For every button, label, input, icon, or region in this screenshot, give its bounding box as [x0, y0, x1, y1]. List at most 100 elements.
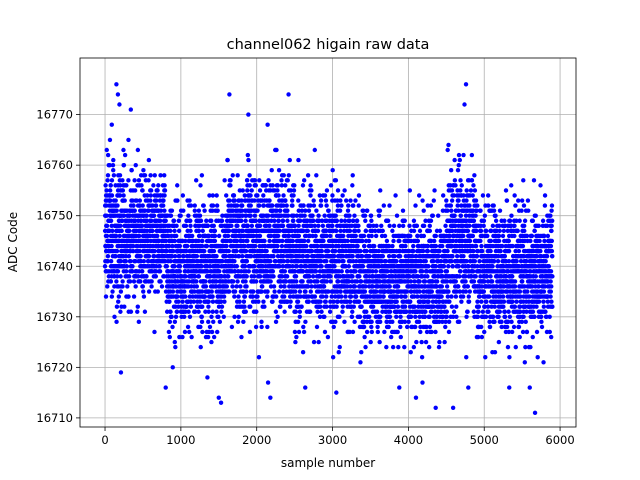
data-point — [351, 304, 356, 309]
data-point — [149, 218, 154, 223]
data-point — [181, 253, 186, 259]
data-point — [134, 198, 139, 203]
data-point — [294, 279, 299, 284]
data-point — [285, 218, 290, 223]
data-point — [458, 213, 463, 218]
data-point — [240, 253, 245, 259]
data-point — [146, 208, 151, 213]
data-point — [341, 259, 346, 264]
data-point — [421, 208, 426, 213]
data-point — [153, 203, 159, 208]
data-point — [322, 213, 327, 218]
data-point — [353, 269, 358, 274]
data-point — [368, 213, 374, 218]
data-point — [358, 360, 363, 365]
data-point — [463, 279, 468, 284]
data-point — [283, 198, 288, 203]
data-point — [407, 188, 413, 193]
data-point — [316, 223, 321, 229]
data-point — [301, 178, 307, 183]
data-point — [429, 289, 435, 294]
data-point — [287, 304, 293, 309]
data-point — [437, 228, 443, 234]
data-point — [368, 339, 373, 345]
data-point — [390, 243, 395, 249]
data-point — [471, 248, 476, 254]
data-point — [248, 213, 253, 218]
data-point — [198, 324, 203, 330]
data-point — [168, 213, 174, 218]
data-point — [216, 264, 221, 269]
data-point — [209, 329, 215, 335]
data-point — [241, 299, 247, 304]
data-point — [467, 238, 473, 244]
data-point — [219, 309, 224, 314]
data-point — [270, 299, 275, 304]
data-point — [207, 193, 212, 198]
data-point — [206, 233, 211, 239]
data-point — [413, 269, 418, 274]
data-point — [142, 309, 148, 314]
data-point — [445, 248, 450, 254]
data-point — [133, 259, 138, 264]
data-point — [199, 289, 205, 294]
data-point — [111, 168, 116, 173]
data-point — [228, 183, 233, 188]
data-point — [175, 183, 180, 188]
data-point — [125, 284, 130, 289]
data-point — [246, 157, 251, 163]
data-point — [319, 248, 324, 254]
data-point — [249, 223, 255, 229]
data-point — [392, 253, 397, 259]
data-point — [265, 213, 271, 218]
data-point — [413, 203, 418, 208]
data-point — [232, 289, 238, 294]
data-point — [102, 264, 108, 269]
data-point — [257, 223, 263, 229]
data-point — [356, 193, 362, 198]
data-point — [148, 188, 154, 193]
data-point — [280, 218, 286, 223]
data-point — [457, 319, 462, 325]
data-point — [417, 289, 422, 294]
data-point — [122, 198, 127, 203]
data-point — [437, 248, 442, 254]
data-point — [105, 152, 111, 158]
data-point — [185, 324, 191, 330]
data-point — [337, 344, 342, 350]
data-point — [373, 233, 379, 239]
data-point — [406, 319, 411, 325]
data-point — [347, 228, 353, 234]
data-point — [265, 289, 270, 294]
data-point — [439, 294, 444, 299]
data-point — [214, 279, 219, 284]
data-point — [446, 329, 452, 335]
data-point — [449, 304, 455, 309]
data-point — [248, 203, 253, 208]
data-point — [355, 218, 360, 223]
data-point — [245, 188, 250, 193]
data-point — [145, 193, 150, 198]
data-point — [161, 198, 166, 203]
data-point — [301, 329, 307, 335]
data-point — [168, 228, 173, 234]
data-point — [340, 193, 345, 198]
data-point — [394, 314, 399, 320]
data-point — [133, 284, 138, 289]
data-point — [307, 309, 313, 314]
data-point — [477, 259, 482, 264]
data-point — [464, 198, 469, 203]
data-point — [275, 188, 280, 193]
data-point — [171, 218, 177, 223]
data-point — [356, 228, 361, 234]
data-point — [227, 198, 232, 203]
data-point — [479, 243, 484, 249]
data-point — [138, 253, 143, 259]
data-point — [189, 334, 194, 340]
data-point — [245, 223, 250, 229]
data-point — [355, 243, 360, 249]
data-point — [230, 284, 235, 289]
data-point — [137, 198, 143, 203]
data-point — [324, 279, 329, 284]
data-point — [162, 208, 167, 213]
